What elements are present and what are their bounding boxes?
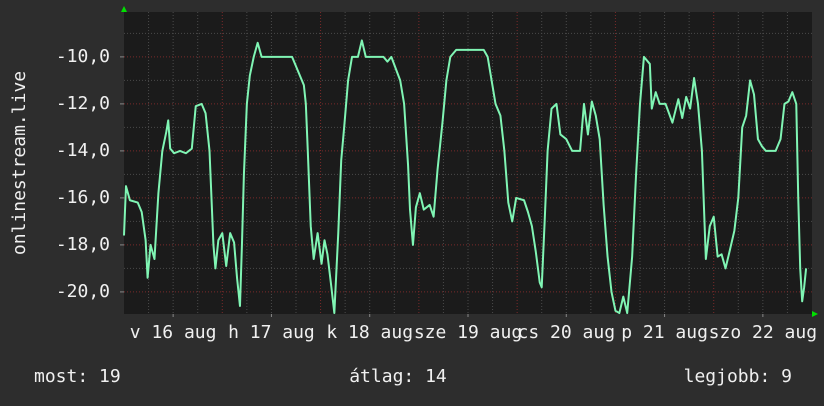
- x-tick-label: p 21 aug: [621, 322, 708, 343]
- axis-arrow: [812, 311, 818, 317]
- x-tick-label: k 18 aug: [326, 322, 413, 343]
- y-tick-label: -12,0: [56, 93, 110, 114]
- x-tick-label: szo 22 aug: [709, 322, 817, 343]
- y-tick-label: -20,0: [56, 281, 110, 302]
- y-tick-label: -14,0: [56, 140, 110, 161]
- x-tick-label: cs 20 aug: [518, 322, 616, 343]
- axis-arrow: [121, 6, 127, 12]
- y-tick-label: -16,0: [56, 187, 110, 208]
- y-tick-label: -18,0: [56, 234, 110, 255]
- footer-current: most: 19: [34, 366, 121, 387]
- x-tick-label: v 16 aug: [130, 322, 217, 343]
- y-axis-label: onlinestream.live: [9, 71, 30, 255]
- y-tick-label: -10,0: [56, 46, 110, 67]
- x-tick-label: sze 19 aug: [414, 322, 522, 343]
- footer-best: legjobb: 9: [684, 366, 792, 387]
- x-tick-label: h 17 aug: [228, 322, 315, 343]
- footer-average: átlag: 14: [349, 366, 447, 387]
- series-line: [123, 39, 808, 315]
